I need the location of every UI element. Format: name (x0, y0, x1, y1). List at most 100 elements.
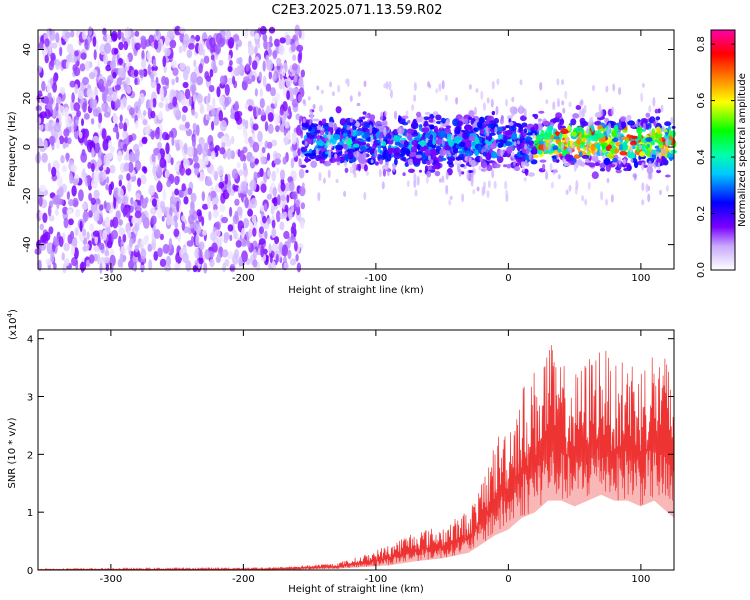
spectrogram-cell (174, 175, 180, 186)
spectrogram-cell (145, 99, 151, 111)
spectrogram-cell (256, 171, 261, 178)
spectrogram-cell (565, 137, 569, 144)
spectrogram-cell (46, 243, 53, 249)
spectrogram-cell (210, 54, 215, 61)
spectrogram-cell (281, 115, 286, 127)
spectrogram-cell (173, 215, 178, 223)
spectrogram-cell (106, 33, 111, 44)
spectrogram-cell (665, 185, 669, 192)
spectrogram-cell (184, 88, 191, 100)
spectrogram-cell (214, 145, 220, 152)
spectrogram-cell (202, 203, 209, 210)
spectrogram-cell (563, 158, 567, 167)
spectrogram-cell (588, 162, 596, 168)
spectrogram-cell (84, 60, 91, 71)
spectrogram-cell (424, 133, 430, 140)
spectrogram-cell (558, 132, 563, 141)
spectrogram-cell (155, 29, 159, 36)
spectrogram-cell (227, 186, 232, 194)
spectrogram-cell (428, 155, 431, 161)
spectrogram-cell (645, 183, 649, 193)
spectrogram-cell (246, 78, 253, 85)
spectrogram-cell (297, 52, 302, 64)
spectrogram-cell (122, 96, 127, 107)
spectrogram-cell (66, 43, 74, 54)
spectrogram-cell (178, 189, 184, 198)
spectrogram-cell (274, 152, 282, 159)
spectrogram-cell (609, 147, 617, 154)
spectrogram-cell (658, 144, 663, 149)
spectrogram-cell (172, 67, 179, 76)
spectrogram-cell (59, 87, 66, 95)
spectrogram-cell (497, 133, 504, 140)
spectrogram-cell (127, 180, 132, 192)
spectrogram-cell (658, 152, 662, 159)
spectrogram-cell (168, 130, 174, 138)
spectrogram-cell (272, 49, 278, 60)
spectrogram-cell (133, 101, 141, 113)
spectrogram-cell (451, 133, 455, 141)
spectrogram-cell (317, 192, 321, 202)
spectrogram-cell (591, 155, 599, 162)
spectrogram-cell (263, 39, 268, 50)
spectrogram-cell (63, 258, 70, 267)
spectrogram-cell (282, 156, 287, 165)
spectrogram-cell (277, 194, 281, 206)
spectrogram-cell (291, 87, 299, 96)
spectrogram-cell (330, 142, 333, 149)
spectrogram-cell (457, 163, 460, 173)
spectrogram-cell (111, 229, 118, 240)
spectrogram-cell (618, 87, 622, 95)
spectrogram-cell (470, 142, 476, 146)
spectrogram-cell (48, 124, 52, 132)
spectrogram-cell (413, 82, 417, 91)
spectrogram-cell (248, 55, 252, 66)
spectrogram-cell (645, 137, 653, 142)
spectrogram-cell (646, 166, 654, 175)
spectrogram-cell (284, 204, 289, 214)
spectrogram-cell (141, 50, 145, 61)
spectrogram-cell (99, 262, 103, 274)
spectrogram-cell (229, 206, 233, 217)
spectrogram-cell (276, 210, 281, 223)
spectrogram-cell (289, 180, 295, 192)
spectrogram-cell (93, 210, 100, 222)
spectrogram-cell (56, 96, 62, 105)
spectrogram-cell (101, 103, 105, 112)
spectrogram-cell (455, 125, 461, 134)
spectrogram-cell (157, 141, 162, 150)
spectrogram-cell (125, 56, 129, 68)
spectrogram-cell (251, 132, 256, 142)
spectrogram-cell (496, 78, 500, 85)
snr-panel: -300 -200 -100 0 100 0 1 2 3 4 Height of straigh… (6, 309, 675, 595)
spectrogram-cell (164, 151, 169, 163)
spectrogram-cell (187, 146, 194, 158)
spectrogram-cell (356, 120, 360, 128)
spectrogram-cell (141, 137, 148, 145)
spectrogram-cell (232, 254, 239, 266)
spectrogram-cell (381, 181, 385, 190)
spectrogram-cell (129, 151, 136, 163)
spectrogram-cell (152, 98, 157, 108)
x-tick-label: -100 (365, 574, 388, 585)
spectrogram-cell (262, 215, 267, 224)
spectrogram-cell (670, 116, 674, 125)
spectrogram-cell (245, 63, 250, 72)
spectrogram-cell (93, 189, 100, 199)
y-tick-label: -40 (22, 236, 33, 252)
spectrogram-cell (43, 95, 49, 105)
spectrogram-cell (421, 127, 430, 133)
spectrogram-cell (285, 77, 292, 88)
spectrogram-cell (617, 131, 621, 140)
spectrogram-cell (578, 151, 583, 158)
spectrogram-cell (57, 105, 65, 117)
spectrogram-cell (290, 157, 295, 169)
spectrogram-cell (251, 75, 256, 82)
spectrogram-cell (186, 49, 193, 59)
spectrogram-cell (82, 228, 87, 237)
spectrogram-cell (124, 26, 131, 39)
spectrogram-cell (527, 172, 536, 177)
spectrogram-cell (511, 152, 515, 159)
spectrogram-cell (586, 144, 590, 153)
spectrogram-cell (364, 114, 369, 118)
